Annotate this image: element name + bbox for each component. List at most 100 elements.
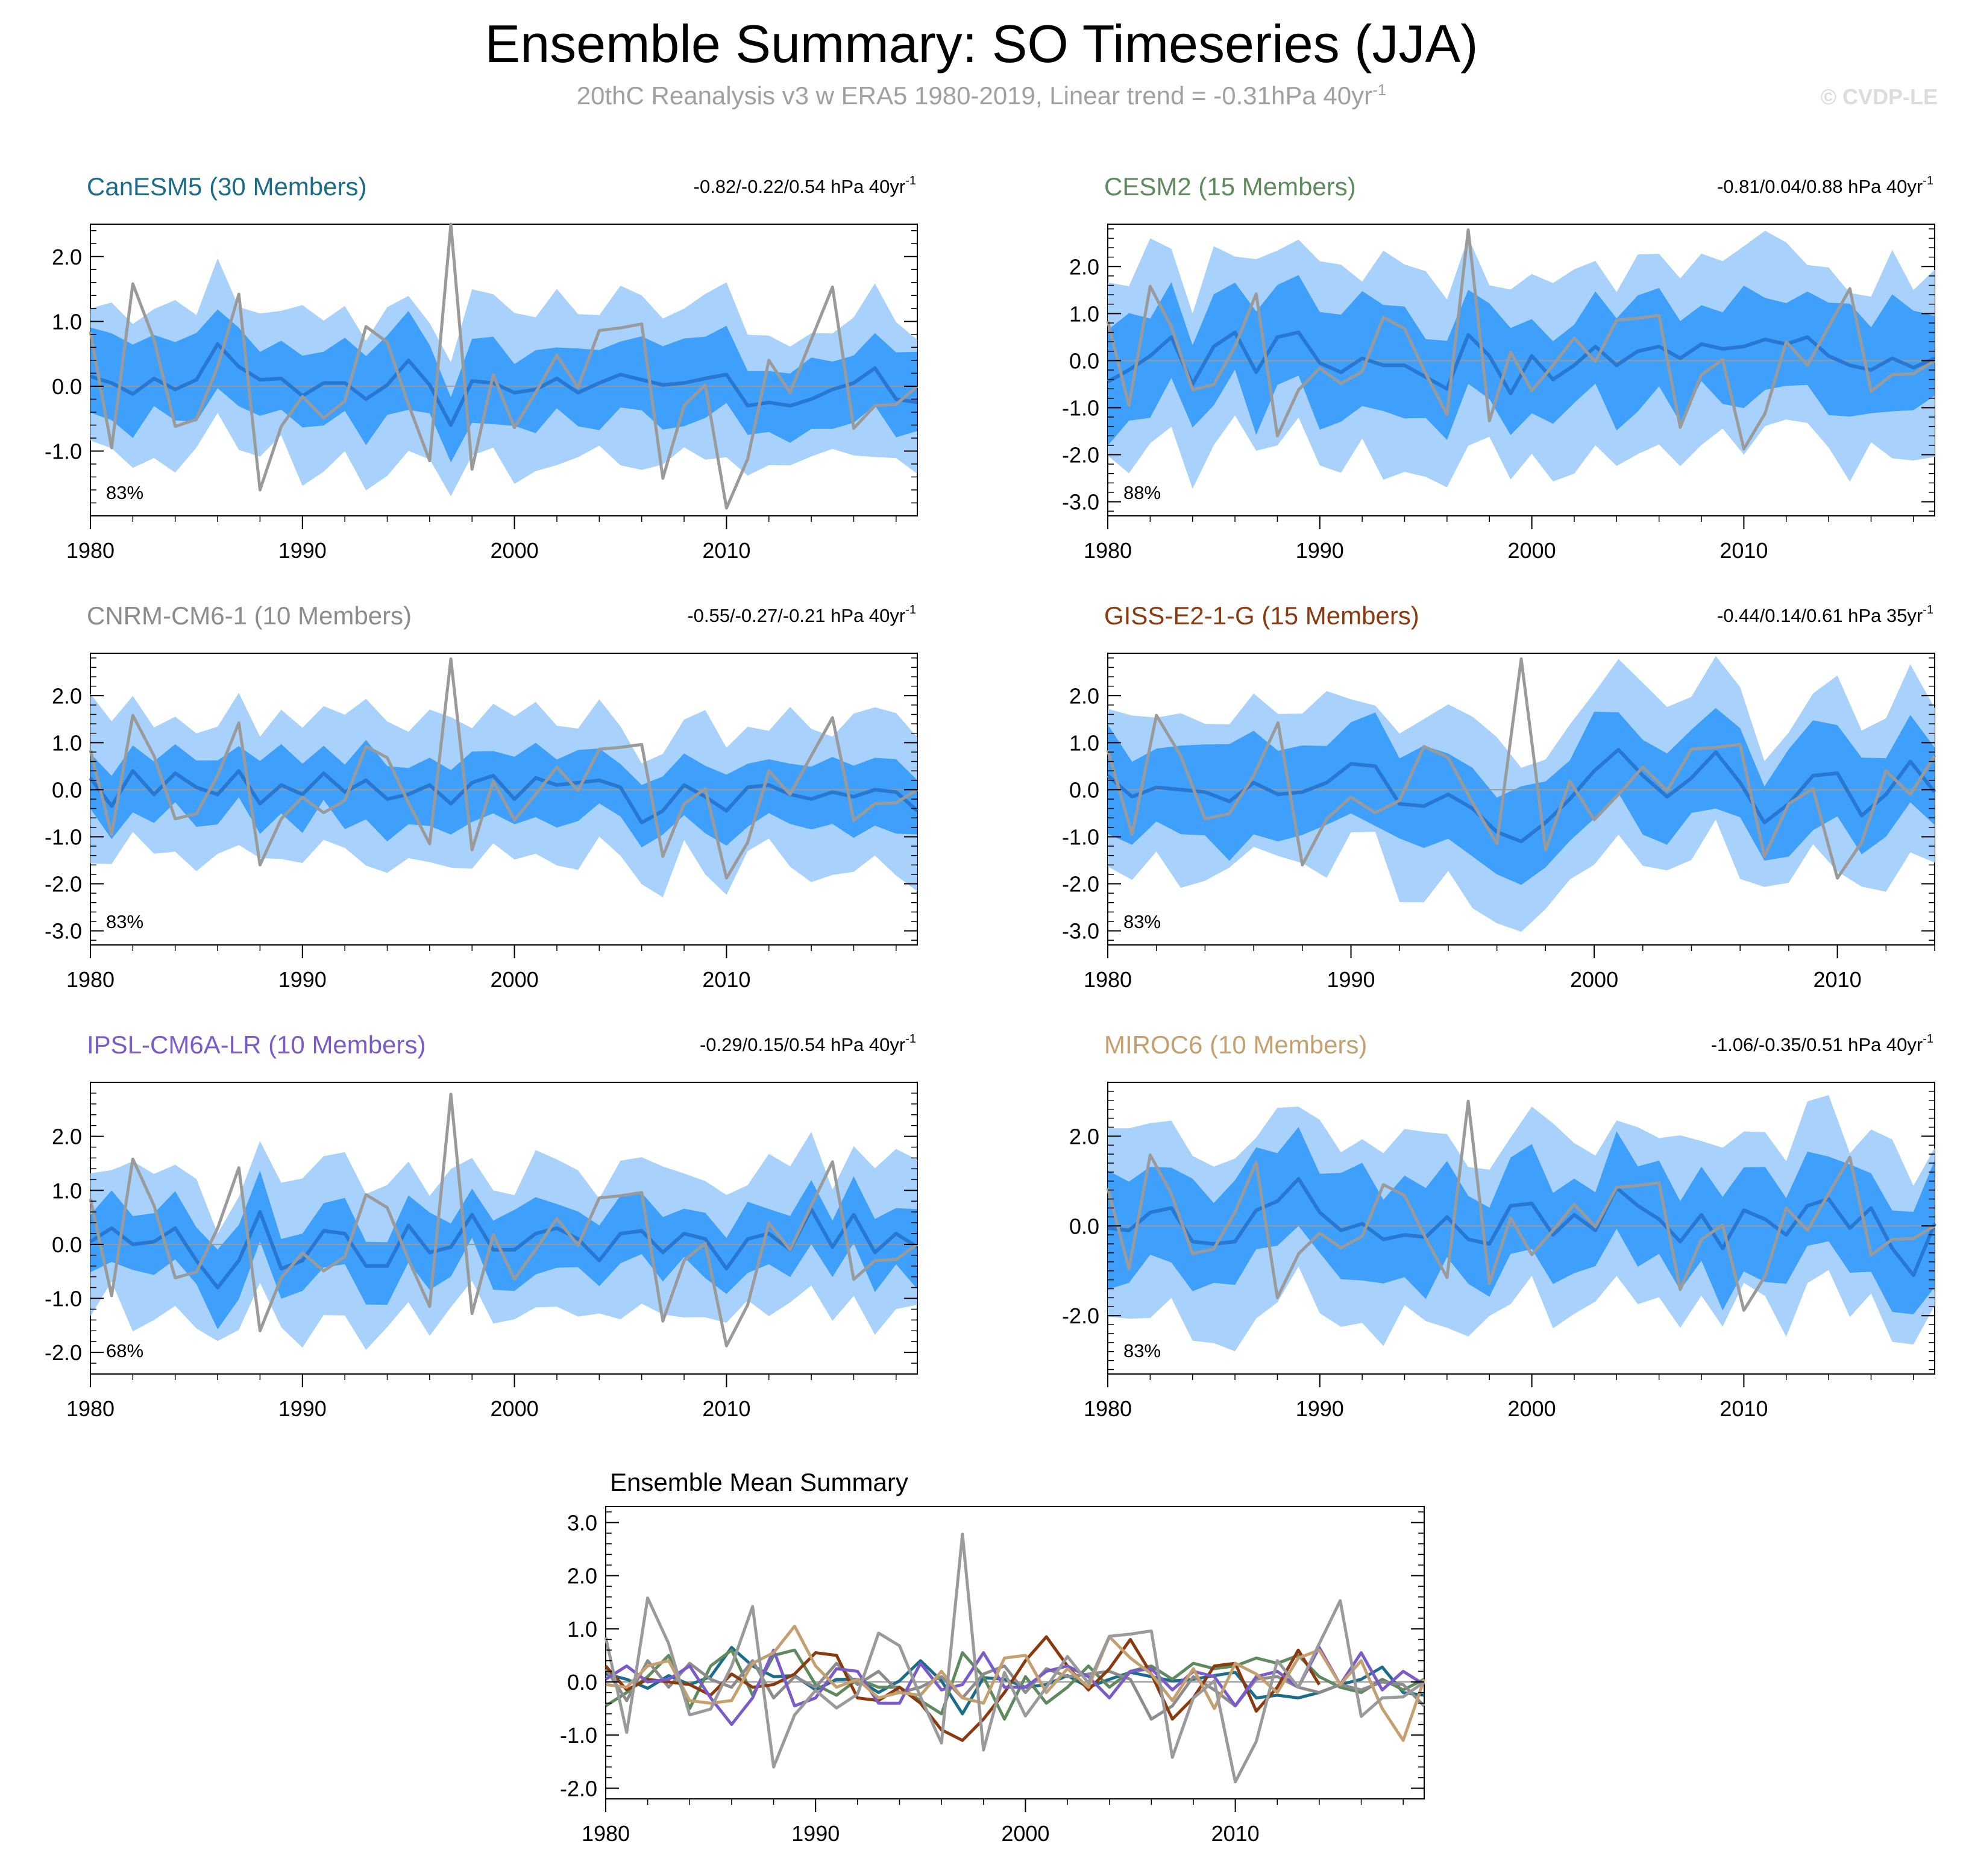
ytick-label: 2.0: [52, 1125, 82, 1149]
ytick-label: -1.0: [45, 824, 82, 849]
ytick-label: 2.0: [1069, 1124, 1099, 1149]
ytick-label: -2.0: [1062, 443, 1099, 468]
inner-spread-band: [1108, 1127, 1935, 1314]
xtick-label: 2000: [491, 1396, 539, 1421]
ytick-label: 0.0: [567, 1670, 597, 1695]
ytick-label: -2.0: [45, 1340, 82, 1365]
trend-label-text: -0.29/0.15/0.54 hPa 40yr: [700, 1034, 905, 1055]
ytick-label: 1.0: [1069, 730, 1099, 755]
trend-label-text: -0.81/0.04/0.88 hPa 40yr: [1717, 176, 1923, 197]
ytick-label: 0.0: [52, 1232, 82, 1257]
main-subtitle: 20thC Reanalysis v3 w ERA5 1980-2019, Li…: [0, 81, 1963, 110]
ytick-label: 1.0: [52, 309, 82, 334]
xtick-label: 1990: [278, 538, 327, 563]
ytick-label: 0.0: [1069, 348, 1099, 373]
trend-label-text: -0.55/-0.27/-0.21 hPa 40yr: [687, 605, 905, 626]
ensemble-mean-line: [90, 342, 918, 427]
ensemble-mean-line: [89, 769, 919, 824]
xtick-label: 1990: [1296, 1396, 1344, 1421]
xtick-label: 1980: [66, 1396, 115, 1421]
trend-label-text: -0.44/0.14/0.61 hPa 35yr: [1717, 605, 1923, 626]
subtitle-text: 20thC Reanalysis v3 w ERA5 1980-2019, Li…: [576, 81, 1373, 110]
ytick-label: 1.0: [52, 730, 82, 755]
ytick-label: -1.0: [45, 439, 82, 463]
panel-title: Ensemble Mean Summary: [610, 1468, 908, 1496]
panel-title: CNRM-CM6-1 (10 Members): [87, 601, 412, 630]
observed-line: [1106, 1099, 1936, 1312]
subtitle-superscript: -1: [1372, 81, 1387, 99]
panel-5: 2.0 0.0 -2.0 1980 1990 2000 2010 MIROC6 (10 Mem…: [1062, 1031, 1936, 1421]
panel-1: 2.0 1.0 0.0 -1.0 -2.0 -3.0 1980 1990 2000 2010 CES…: [1062, 172, 1936, 563]
panel-0: 2.0 1.0 0.0 -1.0 1980 1990 2000 2010 CanESM5 (30…: [45, 172, 919, 563]
ytick-label: -1.0: [560, 1723, 597, 1748]
xtick-label: 1990: [1296, 538, 1344, 563]
ytick-label: 0.0: [1069, 1214, 1099, 1238]
observed-line: [1106, 657, 1936, 880]
xtick-label: 1990: [278, 967, 327, 992]
trend-label-sup: -1: [1923, 603, 1933, 616]
xtick-label: 2000: [1508, 1396, 1556, 1421]
ytick-label: 2.0: [52, 245, 82, 269]
trend-label-text: -0.82/-0.22/0.54 hPa 40yr: [694, 176, 906, 197]
xtick-label: 2010: [1211, 1821, 1260, 1846]
ytick-label: -1.0: [1062, 824, 1099, 849]
xtick-label: 1980: [1084, 538, 1132, 563]
ytick-label: -2.0: [560, 1776, 597, 1801]
trend-label-sup: -1: [905, 1032, 916, 1046]
trend-label: -0.29/0.15/0.54 hPa 40yr-1: [700, 1032, 916, 1055]
ytick-label: 0.0: [1069, 777, 1099, 802]
percent-label: 83%: [1123, 911, 1161, 932]
xtick-label: 2000: [1570, 967, 1618, 992]
xtick-label: 2000: [491, 538, 539, 563]
xtick-label: 2010: [702, 967, 750, 992]
trend-label-sup: -1: [1923, 174, 1933, 187]
observed-line: [89, 657, 919, 880]
observed-line: [604, 1532, 1425, 1784]
xtick-label: 1980: [66, 967, 115, 992]
xtick-label: 1980: [1084, 1396, 1132, 1421]
trend-label: -0.44/0.14/0.61 hPa 35yr-1: [1717, 603, 1933, 626]
percent-label: 68%: [106, 1340, 143, 1361]
xtick-label: 1980: [66, 538, 115, 563]
ytick-label: -3.0: [1062, 919, 1099, 944]
ensemble-mean-line-0: [605, 1646, 1425, 1716]
ytick-label: 0.0: [52, 777, 82, 802]
xtick-label: 2000: [1001, 1821, 1049, 1846]
trend-label: -0.82/-0.22/0.54 hPa 40yr-1: [694, 174, 916, 197]
trend-label-sup: -1: [905, 603, 916, 616]
ytick-label: 1.0: [1069, 301, 1099, 326]
xtick-label: 2010: [1720, 1396, 1768, 1421]
xtick-label: 1980: [1084, 967, 1132, 992]
xtick-label: 2010: [1720, 538, 1768, 563]
xtick-label: 1990: [791, 1821, 840, 1846]
ytick-label: 2.0: [52, 683, 82, 708]
watermark: © CVDP-LE: [1820, 84, 1938, 109]
trend-label: -1.06/-0.35/0.51 hPa 40yr-1: [1711, 1032, 1933, 1055]
ytick-label: -1.0: [1062, 395, 1099, 420]
main-title: Ensemble Summary: SO Timeseries (JJA): [485, 14, 1478, 74]
ytick-label: 2.0: [567, 1564, 597, 1589]
ytick-label: 1.0: [567, 1617, 597, 1642]
panel-title: GISS-E2-1-G (15 Members): [1104, 601, 1419, 630]
inner-spread-band: [1108, 707, 1935, 885]
xtick-label: 2010: [702, 1396, 750, 1421]
ytick-label: -3.0: [45, 919, 82, 944]
ytick-label: -1.0: [45, 1287, 82, 1311]
ytick-label: 2.0: [1069, 254, 1099, 279]
observed-line: [1106, 228, 1936, 451]
observed-line: [89, 1093, 919, 1347]
percent-label: 83%: [1123, 1340, 1161, 1361]
xtick-label: 2010: [1814, 967, 1862, 992]
percent-label: 83%: [106, 911, 143, 932]
panel-2: 2.0 1.0 0.0 -1.0 -2.0 -3.0 1980 1990 2000 2010 CNR…: [45, 601, 919, 992]
ytick-label: 1.0: [52, 1178, 82, 1203]
trend-label-text: -1.06/-0.35/0.51 hPa 40yr: [1711, 1034, 1923, 1055]
ytick-label: -3.0: [1062, 490, 1099, 515]
inner-spread-band: [90, 739, 917, 848]
ensemble-mean-line-4: [605, 1646, 1425, 1726]
xtick-label: 2000: [1508, 538, 1556, 563]
trend-label-sup: -1: [905, 174, 916, 187]
xtick-label: 1990: [1327, 967, 1375, 992]
ensemble-mean-line: [89, 1207, 919, 1290]
